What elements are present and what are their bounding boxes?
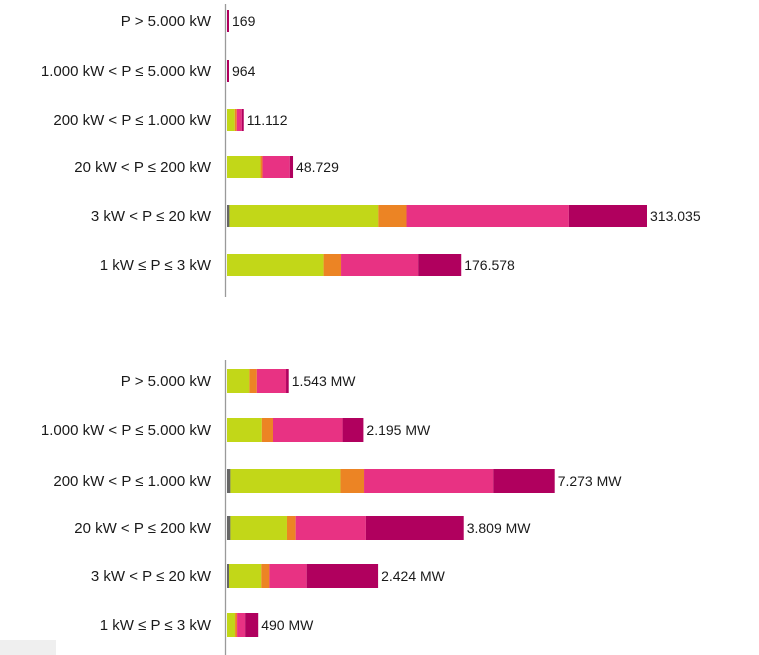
category-label: P > 5.000 kW: [121, 373, 212, 390]
category-label: P > 5.000 kW: [121, 13, 212, 30]
bar-segment: [341, 254, 419, 276]
value-label: 169: [232, 13, 256, 29]
bar-segment: [418, 254, 462, 276]
chart-panel-count: P > 5.000 kW 1.000 kW < P ≤ 5.000 kW 200 k…: [41, 4, 701, 297]
bar-segment: [365, 516, 464, 540]
bar-segment: [286, 516, 296, 540]
value-labels: 1.543 MW 2.195 MW 7.273 MW 3.809 MW 2.424 MW…: [261, 373, 622, 633]
bar-segment: [378, 205, 407, 227]
value-label: 313.035: [650, 208, 701, 224]
bar-segment: [340, 469, 365, 493]
bar-segment: [262, 156, 290, 178]
value-label: 964: [232, 63, 256, 79]
bar-segment: [227, 254, 324, 276]
category-label: 1 kW ≤ P ≤ 3 kW: [100, 617, 212, 634]
value-label: 2.195 MW: [366, 422, 431, 438]
bar-segment: [235, 613, 238, 637]
bar-segment: [227, 369, 250, 393]
bar-segment: [227, 156, 261, 178]
bar-segment: [227, 205, 230, 227]
bar-segment: [289, 156, 294, 178]
bar-segment: [406, 205, 569, 227]
value-labels: 169 964 11.112 48.729 313.035 176.578: [232, 13, 701, 273]
bar-segment: [234, 109, 237, 131]
bar-segment: [227, 418, 262, 442]
category-label: 200 kW < P ≤ 1.000 kW: [53, 112, 211, 129]
category-label: 3 kW < P ≤ 20 kW: [91, 568, 212, 585]
category-label: 20 kW < P ≤ 200 kW: [74, 520, 212, 537]
bar-segment: [323, 254, 342, 276]
value-label: 490 MW: [261, 617, 314, 633]
bar-segment: [249, 369, 257, 393]
bar-segment: [227, 60, 229, 82]
category-label: 3 kW < P ≤ 20 kW: [91, 208, 212, 225]
bar-segment: [295, 516, 366, 540]
bar-segment: [241, 109, 244, 131]
chart-panel-capacity: P > 5.000 kW 1.000 kW < P ≤ 5.000 kW 200 k…: [41, 360, 622, 655]
value-label: 3.809 MW: [467, 520, 532, 536]
bar-segment: [227, 613, 236, 637]
category-label: 200 kW < P ≤ 1.000 kW: [53, 473, 211, 490]
bar-segment: [256, 369, 287, 393]
bar-segment: [229, 205, 379, 227]
bar-segment: [227, 469, 231, 493]
bar-segment: [245, 613, 259, 637]
bar-segment: [272, 418, 343, 442]
bar-segment: [227, 10, 229, 32]
bar-segment: [229, 564, 262, 588]
bar-segment: [261, 564, 270, 588]
bar-segment: [260, 156, 263, 178]
category-label: 1.000 kW < P ≤ 5.000 kW: [41, 422, 212, 439]
category-labels: P > 5.000 kW 1.000 kW < P ≤ 5.000 kW 200 k…: [41, 13, 212, 274]
bar-segment: [568, 205, 647, 227]
bar-segment: [286, 369, 289, 393]
bar-segment: [227, 109, 235, 131]
bar-group: [227, 10, 647, 276]
category-label: 1 kW ≤ P ≤ 3 kW: [100, 257, 212, 274]
bar-segment: [493, 469, 555, 493]
corner-patch: [0, 640, 56, 655]
category-labels: P > 5.000 kW 1.000 kW < P ≤ 5.000 kW 200 k…: [41, 373, 212, 634]
bar-segment: [364, 469, 494, 493]
bar-segment: [227, 516, 231, 540]
value-label: 2.424 MW: [381, 568, 446, 584]
value-label: 1.543 MW: [292, 373, 357, 389]
bar-segment: [261, 418, 273, 442]
value-label: 48.729: [296, 159, 339, 175]
bar-segment: [342, 418, 364, 442]
bar-group: [227, 369, 555, 637]
category-label: 20 kW < P ≤ 200 kW: [74, 159, 212, 176]
bar-segment: [237, 613, 246, 637]
bar-segment: [230, 516, 287, 540]
bar-segment: [227, 564, 229, 588]
bar-segment: [306, 564, 379, 588]
value-label: 176.578: [464, 257, 515, 273]
value-label: 11.112: [247, 112, 288, 128]
bar-segment: [269, 564, 307, 588]
category-label: 1.000 kW < P ≤ 5.000 kW: [41, 63, 212, 80]
bar-segment: [236, 109, 242, 131]
value-label: 7.273 MW: [558, 473, 623, 489]
bar-segment: [230, 469, 341, 493]
